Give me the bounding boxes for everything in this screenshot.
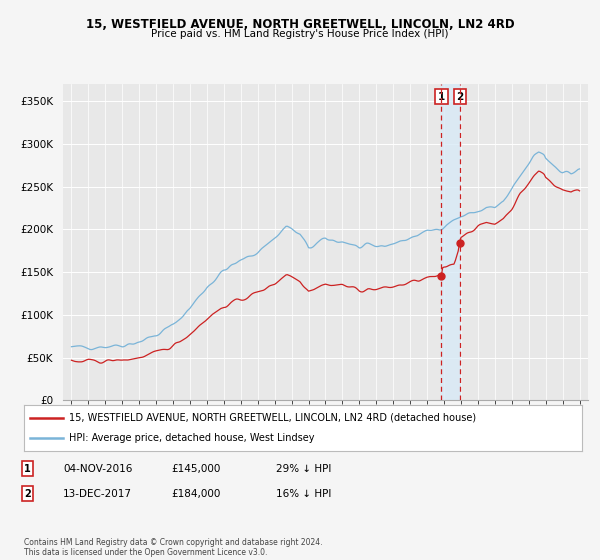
Text: £145,000: £145,000 xyxy=(171,464,220,474)
Text: Contains HM Land Registry data © Crown copyright and database right 2024.
This d: Contains HM Land Registry data © Crown c… xyxy=(24,538,323,557)
Text: 04-NOV-2016: 04-NOV-2016 xyxy=(63,464,133,474)
Text: 15, WESTFIELD AVENUE, NORTH GREETWELL, LINCOLN, LN2 4RD (detached house): 15, WESTFIELD AVENUE, NORTH GREETWELL, L… xyxy=(68,413,476,423)
Text: HPI: Average price, detached house, West Lindsey: HPI: Average price, detached house, West… xyxy=(68,433,314,443)
Text: 2: 2 xyxy=(457,92,464,102)
Text: £184,000: £184,000 xyxy=(171,489,220,499)
Bar xyxy=(442,84,460,400)
Text: 16% ↓ HPI: 16% ↓ HPI xyxy=(276,489,331,499)
Text: 2: 2 xyxy=(24,489,31,499)
Text: 1: 1 xyxy=(24,464,31,474)
Text: 15, WESTFIELD AVENUE, NORTH GREETWELL, LINCOLN, LN2 4RD: 15, WESTFIELD AVENUE, NORTH GREETWELL, L… xyxy=(86,18,514,31)
Text: 13-DEC-2017: 13-DEC-2017 xyxy=(63,489,132,499)
Text: 29% ↓ HPI: 29% ↓ HPI xyxy=(276,464,331,474)
Text: Price paid vs. HM Land Registry's House Price Index (HPI): Price paid vs. HM Land Registry's House … xyxy=(151,29,449,39)
Text: 1: 1 xyxy=(438,92,445,102)
